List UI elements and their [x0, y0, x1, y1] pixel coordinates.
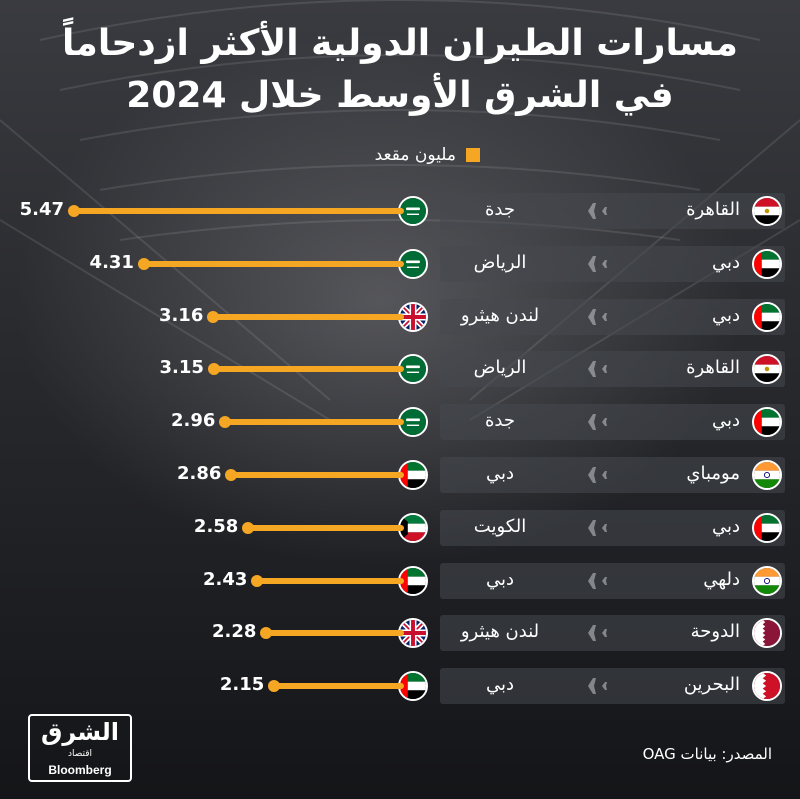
- plane-icon: [578, 571, 610, 591]
- route-row-band: [440, 615, 785, 651]
- bar-mark: [143, 261, 404, 267]
- origin-city: دبي: [711, 516, 740, 537]
- destination-city: دبي: [485, 463, 515, 484]
- plane-icon: [578, 412, 610, 432]
- origin-flag-uae: [752, 249, 782, 279]
- bar-end-dot: [219, 416, 232, 428]
- origin-city: مومباي: [686, 463, 740, 484]
- bar-end-dot: [207, 363, 220, 375]
- route-row-band: [440, 299, 785, 335]
- bar-end-dot: [225, 469, 238, 481]
- origin-city: القاهرة: [686, 199, 740, 220]
- bar-end-dot: [242, 522, 255, 534]
- destination-city: لندن هيثرو: [460, 621, 540, 642]
- value-label: 4.31: [89, 252, 134, 273]
- plane-icon: [578, 623, 610, 643]
- legend-label: مليون مقعد: [374, 145, 456, 165]
- value-label: 2.86: [177, 463, 222, 484]
- route-row-band: [440, 668, 785, 704]
- value-label: 2.58: [193, 516, 239, 537]
- destination-flag-uk: [398, 618, 428, 648]
- route-row-band: [440, 193, 785, 229]
- bar-end-dot: [268, 680, 281, 692]
- origin-flag-bahrain: [752, 671, 782, 701]
- destination-flag-saudi-arabia: [398, 354, 428, 384]
- chart-title-line-1: مسارات الطيران الدولية الأكثر ازدحاماً: [62, 23, 738, 64]
- origin-city: القاهرة: [686, 357, 740, 378]
- destination-city: لندن هيثرو: [460, 305, 540, 326]
- logo-brand-text: Bloomberg: [48, 763, 112, 777]
- asharq-bloomberg-logo: الشرق اقتصاد Bloomberg: [28, 714, 132, 782]
- bar-end-dot: [207, 311, 220, 323]
- plane-icon: [578, 201, 610, 221]
- route-row-band: [440, 246, 785, 282]
- origin-flag-qatar: [752, 618, 782, 648]
- chart-title-line-2: في الشرق الأوسط خلال 2024: [126, 75, 674, 116]
- origin-flag-egypt: [752, 354, 782, 384]
- origin-city: الدوحة: [690, 621, 740, 642]
- origin-flag-india: [752, 460, 782, 490]
- plane-icon: [578, 676, 610, 696]
- value-label: 2.96: [171, 410, 216, 431]
- logo-main-text: الشرق: [40, 718, 120, 746]
- plane-icon: [578, 465, 610, 485]
- legend-swatch: [466, 148, 480, 162]
- origin-flag-uae: [752, 513, 782, 543]
- route-row-band: [440, 351, 785, 387]
- origin-flag-egypt: [752, 196, 782, 226]
- bar-mark: [274, 683, 404, 689]
- origin-city: دبي: [711, 305, 740, 326]
- origin-city: دبي: [711, 410, 740, 431]
- destination-flag-uk: [398, 302, 428, 332]
- bar-mark: [213, 366, 404, 372]
- bar-mark: [266, 630, 404, 636]
- bar-mark: [257, 578, 404, 584]
- route-row-band: [440, 404, 785, 440]
- bar-mark: [213, 314, 404, 320]
- plane-icon: [578, 518, 610, 538]
- origin-city: دبي: [711, 252, 740, 273]
- origin-city: دلهي: [703, 569, 740, 590]
- bar-mark: [74, 208, 404, 214]
- plane-icon: [578, 359, 610, 379]
- bar-mark: [231, 472, 404, 478]
- legend: مليون مقعد: [300, 143, 480, 167]
- origin-city: البحرين: [683, 674, 740, 695]
- destination-flag-saudi-arabia: [398, 196, 428, 226]
- route-row-band: [440, 563, 785, 599]
- bar-end-dot: [251, 575, 264, 587]
- bar-mark: [248, 525, 404, 531]
- plane-icon: [578, 254, 610, 274]
- plane-icon: [578, 307, 610, 327]
- bar-end-dot: [68, 205, 80, 217]
- value-label: 2.28: [212, 621, 257, 642]
- value-label: 3.16: [158, 305, 204, 326]
- value-label: 3.15: [159, 357, 204, 378]
- origin-flag-india: [752, 566, 782, 596]
- bar-mark: [225, 419, 404, 425]
- destination-city: الرياض: [473, 252, 527, 273]
- bar-end-dot: [260, 627, 273, 639]
- destination-city: دبي: [485, 674, 515, 695]
- destination-city: دبي: [485, 569, 515, 590]
- destination-city: الرياض: [473, 357, 527, 378]
- origin-flag-uae: [752, 407, 782, 437]
- destination-city: جدة: [484, 410, 515, 431]
- source-note: المصدر: بيانات OAG: [642, 745, 772, 763]
- value-label: 5.47: [19, 199, 64, 220]
- origin-flag-uae: [752, 302, 782, 332]
- route-row-band: [440, 457, 785, 493]
- destination-city: الكويت: [473, 516, 527, 537]
- route-row-band: [440, 510, 785, 546]
- value-label: 2.15: [219, 674, 265, 695]
- destination-city: جدة: [484, 199, 515, 220]
- logo-sub-text: اقتصاد: [67, 749, 93, 759]
- destination-flag-saudi-arabia: [398, 249, 428, 279]
- bar-end-dot: [137, 258, 150, 270]
- value-label: 2.43: [202, 569, 248, 590]
